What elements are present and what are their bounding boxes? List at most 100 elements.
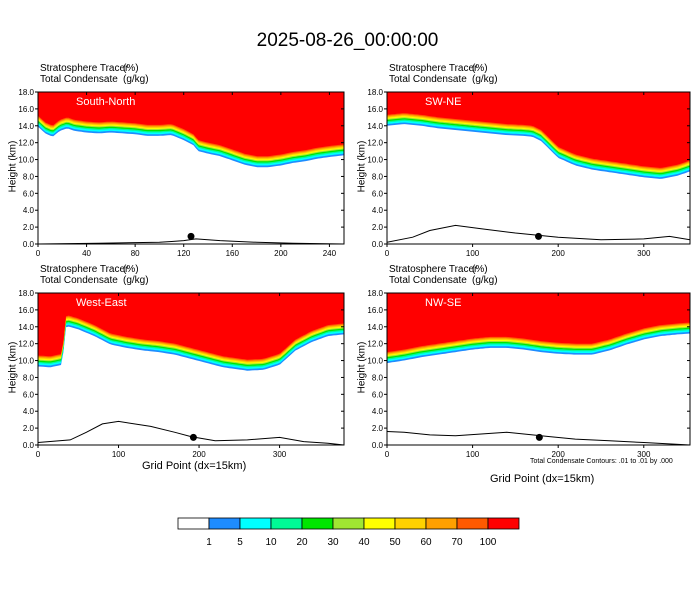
y-tick-label: 12.0 bbox=[367, 340, 383, 349]
x-tick-label: 200 bbox=[274, 249, 288, 258]
unit-label: (%) bbox=[123, 63, 139, 74]
terrain-line bbox=[387, 431, 690, 445]
y-tick-label: 2.0 bbox=[23, 424, 35, 433]
x-tick-label: 100 bbox=[466, 450, 480, 459]
x-tick-label: 120 bbox=[177, 249, 191, 258]
unit-label: (%) bbox=[472, 63, 488, 74]
unit-label: (g/kg) bbox=[472, 275, 498, 286]
x-tick-label: 0 bbox=[385, 450, 390, 459]
x-tick-label: 200 bbox=[192, 450, 206, 459]
y-tick-label: 0.0 bbox=[23, 441, 35, 450]
plot-frame bbox=[37, 91, 345, 245]
variable-label: Total Condensate bbox=[40, 275, 118, 286]
tracer-band-10 bbox=[38, 92, 344, 157]
y-tick-label: 16.0 bbox=[367, 306, 383, 315]
location-marker bbox=[189, 433, 197, 441]
unit-label: (%) bbox=[472, 264, 488, 275]
variable-label: Total Condensate bbox=[389, 74, 467, 85]
x-tick-label: 200 bbox=[552, 249, 566, 258]
x-tick-label: 240 bbox=[323, 249, 337, 258]
y-tick-label: 10.0 bbox=[18, 357, 34, 366]
y-tick-label: 4.0 bbox=[23, 206, 35, 215]
colorbar-swatch bbox=[456, 517, 489, 530]
y-tick-label: 12.0 bbox=[367, 139, 383, 148]
terrain-line bbox=[387, 224, 690, 243]
unit-label: (%) bbox=[123, 264, 139, 275]
contour-note: Total Condensate Contours: .01 to .01 by… bbox=[530, 458, 673, 465]
colorbar-label: 70 bbox=[451, 537, 463, 548]
y-tick-label: 16.0 bbox=[367, 105, 383, 114]
location-marker bbox=[535, 232, 542, 240]
variable-label: Total Condensate bbox=[40, 74, 118, 85]
variable-label: Stratosphere Tracer bbox=[40, 264, 129, 275]
y-tick-label: 10.0 bbox=[18, 156, 34, 165]
x-axis-label: Grid Point (dx=15km) bbox=[490, 473, 595, 485]
region-label: West-East bbox=[76, 297, 127, 309]
y-tick-label: 6.0 bbox=[23, 189, 35, 198]
panel-sw-ne: SW-NE 0.0 2.0 4.0 6.0 8.0 10.0 12.0 14.0 16.0 18.0… bbox=[367, 88, 691, 258]
y-tick-label: 8.0 bbox=[372, 172, 384, 181]
terrain-line bbox=[38, 238, 344, 244]
colorbar-label: 1 bbox=[206, 537, 212, 548]
colorbar-swatch bbox=[332, 517, 365, 530]
x-tick-label: 0 bbox=[36, 249, 41, 258]
tracer-band-10 bbox=[387, 293, 690, 353]
colorbar-swatch bbox=[177, 517, 210, 530]
y-tick-label: 14.0 bbox=[367, 323, 383, 332]
terrain-line bbox=[38, 420, 344, 445]
location-marker bbox=[535, 433, 543, 441]
panel-nw-se: NW-SE 0.0 2.0 4.0 6.0 8.0 10.0 12.0 14.0 16.0 18.0… bbox=[367, 289, 691, 459]
x-tick-label: 80 bbox=[131, 249, 140, 258]
plot-frame bbox=[386, 91, 691, 245]
x-tick-label: 0 bbox=[36, 450, 41, 459]
y-tick-label: 0.0 bbox=[372, 240, 384, 249]
x-tick-label: 300 bbox=[637, 249, 651, 258]
colorbar-swatch bbox=[363, 517, 396, 530]
variable-label: Total Condensate bbox=[389, 275, 467, 286]
colorbar-swatch bbox=[270, 517, 303, 530]
colorbar-swatch bbox=[487, 517, 520, 530]
colorbar-label: 40 bbox=[358, 537, 370, 548]
y-tick-label: 6.0 bbox=[372, 189, 384, 198]
plot-frame bbox=[386, 292, 691, 446]
region-label: South-North bbox=[76, 96, 135, 108]
tracer-band-10 bbox=[387, 92, 690, 168]
y-tick-label: 12.0 bbox=[18, 340, 34, 349]
panel-title-nw-se: Stratosphere Tracer (%) Total Condensate (… bbox=[389, 264, 498, 286]
unit-label: (g/kg) bbox=[472, 74, 498, 85]
colorbar-swatch bbox=[208, 517, 241, 530]
x-tick-label: 300 bbox=[273, 450, 287, 459]
y-tick-label: 12.0 bbox=[18, 139, 34, 148]
colorbar-label: 100 bbox=[480, 537, 497, 548]
y-tick-label: 8.0 bbox=[23, 373, 35, 382]
colorbar-label: 5 bbox=[237, 537, 243, 548]
x-tick-label: 300 bbox=[637, 450, 651, 459]
x-tick-label: 200 bbox=[552, 450, 566, 459]
colorbar-label: 10 bbox=[265, 537, 277, 548]
colorbar-swatch bbox=[394, 517, 427, 530]
colorbar-label: 50 bbox=[389, 537, 401, 548]
y-tick-label: 16.0 bbox=[18, 306, 34, 315]
y-tick-label: 10.0 bbox=[367, 156, 383, 165]
y-tick-label: 2.0 bbox=[372, 424, 384, 433]
panel-west-east: West-East 0.0 2.0 4.0 6.0 8.0 10.0 12.0 14.0 16.0… bbox=[18, 289, 345, 459]
y-tick-label: 14.0 bbox=[367, 122, 383, 131]
y-tick-label: 14.0 bbox=[18, 122, 34, 131]
y-tick-label: 18.0 bbox=[18, 88, 34, 97]
y-tick-label: 6.0 bbox=[372, 390, 384, 399]
y-tick-label: 10.0 bbox=[367, 357, 383, 366]
y-tick-label: 18.0 bbox=[367, 88, 383, 97]
y-tick-label: 16.0 bbox=[18, 105, 34, 114]
location-marker bbox=[187, 232, 195, 240]
variable-label: Stratosphere Tracer bbox=[389, 264, 478, 275]
y-tick-label: 14.0 bbox=[18, 323, 34, 332]
colorbar-swatch bbox=[239, 517, 272, 530]
x-tick-label: 160 bbox=[226, 249, 240, 258]
panel-title-west-east: Stratosphere Tracer (%) Total Condensate (… bbox=[40, 264, 149, 286]
colorbar-label: 30 bbox=[327, 537, 339, 548]
x-tick-label: 100 bbox=[466, 249, 480, 258]
unit-label: (g/kg) bbox=[123, 275, 149, 286]
y-tick-label: 2.0 bbox=[23, 223, 35, 232]
x-axis-label: Grid Point (dx=15km) bbox=[142, 460, 247, 472]
y-tick-label: 6.0 bbox=[23, 390, 35, 399]
